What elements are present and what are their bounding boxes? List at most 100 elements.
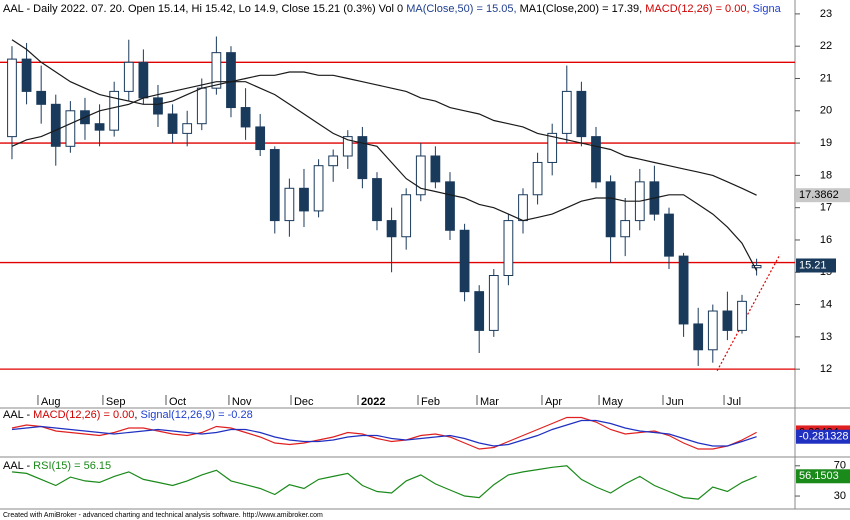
x-tick-label: May: [602, 396, 623, 408]
x-tick-label: Jul: [727, 396, 741, 408]
value-box-label: 15.21: [799, 259, 827, 271]
y-tick-label: 21: [820, 72, 832, 84]
indicator-line: [11, 465, 757, 500]
candle-body: [693, 323, 704, 351]
indicator-line: [11, 71, 757, 196]
candle-body: [605, 181, 616, 238]
title-part: AAL -: [3, 460, 33, 472]
x-tick-label: Jun: [666, 396, 684, 408]
candle-body: [342, 136, 353, 157]
x-tick-label: Mar: [480, 396, 499, 408]
candle-body: [153, 97, 163, 115]
value-box: [796, 469, 850, 484]
candle-body: [401, 194, 412, 238]
candle-body: [65, 110, 76, 147]
x-tick-label: Feb: [421, 396, 440, 408]
candle-body: [386, 220, 397, 238]
candle-body: [255, 126, 266, 151]
candle-body: [722, 310, 733, 331]
x-tick-label: Oct: [169, 396, 186, 408]
value-box-label: -0.281328: [799, 431, 849, 443]
candle-body: [488, 274, 499, 331]
candle-body: [240, 107, 251, 128]
candle-body: [196, 87, 207, 125]
candle-body: [474, 291, 485, 331]
y-tick-label: 14: [820, 298, 832, 310]
candle-body: [445, 181, 455, 231]
candle-body: [561, 90, 572, 134]
y-tick-label: 70: [834, 460, 846, 472]
x-tick-label: Apr: [545, 396, 562, 408]
candle-body: [576, 90, 587, 138]
candle-body: [518, 194, 528, 222]
value-box: [796, 258, 836, 273]
y-tick-label: 12: [820, 363, 832, 375]
candle-body: [226, 52, 236, 109]
candle-body: [269, 149, 280, 222]
y-tick-label: 13: [820, 331, 832, 343]
x-tick-label: Dec: [294, 396, 314, 408]
candle-body: [94, 123, 105, 131]
candle-body: [532, 161, 543, 196]
title-part: AAL - Daily 2022. 07. 20. Open 15.14, Hi…: [3, 3, 406, 15]
x-tick-label: Sep: [106, 396, 126, 408]
candle-body: [372, 178, 382, 222]
candle-body: [547, 132, 558, 163]
candle-body: [7, 58, 17, 138]
title-part: MA(Close,50) = 15.05,: [406, 3, 519, 15]
indicator-line: [11, 39, 758, 271]
candle-body: [591, 136, 601, 183]
candle-body: [678, 255, 689, 325]
x-tick-label: Nov: [232, 396, 252, 408]
candle-body: [357, 136, 368, 180]
panel-title: AAL - Daily 2022. 07. 20. Open 15.14, Hi…: [3, 3, 782, 15]
indicator-line: [11, 416, 757, 450]
candle-body: [182, 123, 193, 134]
candle-body: [167, 113, 178, 134]
title-part: MACD(12,26) = 0.00,: [645, 3, 752, 15]
value-box: [796, 188, 850, 203]
title-part: ,: [134, 409, 140, 421]
title-part: MACD(12,26) = 0.00: [33, 409, 134, 421]
candle-body: [299, 187, 309, 212]
title-part: RSI(15) = 56.15: [33, 460, 111, 472]
candle-body: [737, 300, 747, 331]
candle-body: [503, 220, 514, 276]
panel-title: AAL - RSI(15) = 56.15: [3, 460, 111, 472]
candle-body: [707, 310, 718, 351]
value-box: [796, 429, 850, 444]
value-box-label: 17.3862: [799, 189, 839, 201]
candle-body: [459, 229, 470, 293]
y-tick-label: 30: [834, 490, 846, 502]
title-part: Signal(12,26,9) = -0.28: [140, 409, 252, 421]
candle-body: [109, 90, 120, 131]
candle-body: [664, 213, 674, 257]
candle-body: [21, 58, 32, 92]
title-part: MA1(Close,200) = 17.39,: [520, 3, 646, 15]
indicator-line: [11, 419, 757, 447]
candle-body: [36, 90, 47, 105]
candle-body: [50, 103, 61, 147]
x-tick-label: 2022: [361, 396, 385, 408]
title-part: Signa: [753, 3, 782, 15]
candle-body: [284, 187, 295, 222]
candle-body: [211, 52, 222, 89]
candle-body: [123, 61, 134, 92]
candle-body: [430, 155, 441, 183]
y-tick-label: 23: [820, 8, 832, 20]
candle-body: [328, 155, 339, 167]
footer: Created with AmiBroker - advanced charti…: [3, 512, 323, 519]
candle-body: [138, 61, 149, 99]
y-tick-label: 20: [820, 105, 832, 117]
panel-title: AAL - MACD(12,26) = 0.00, Signal(12,26,9…: [3, 409, 253, 421]
y-tick-label: 22: [820, 40, 832, 52]
candle-body: [415, 155, 426, 196]
title-part: AAL -: [3, 409, 33, 421]
y-tick-label: 19: [820, 137, 832, 149]
candle-body: [620, 220, 631, 238]
value-box-label: 56.1503: [799, 470, 839, 482]
x-tick-label: Aug: [41, 396, 61, 408]
y-tick-label: 18: [820, 169, 832, 181]
candle-body: [751, 264, 762, 269]
